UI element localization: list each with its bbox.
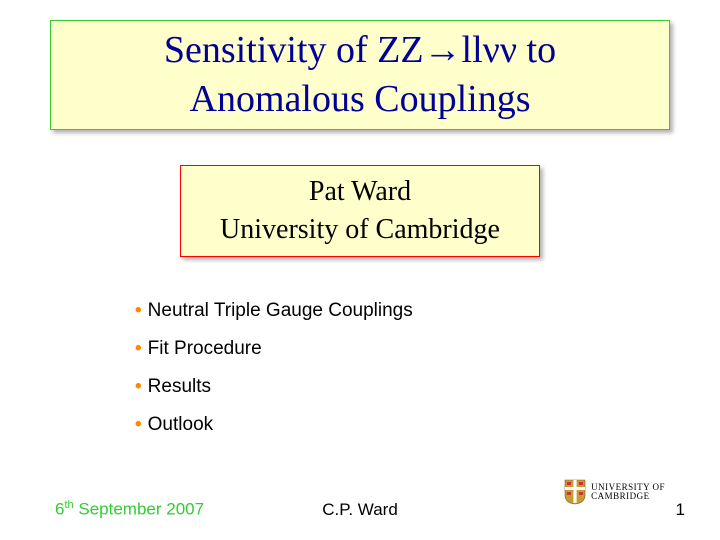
author-affiliation: University of Cambridge (220, 211, 500, 249)
list-item: • Outlook (135, 414, 413, 436)
logo-text: UNIVERSITY OF CAMBRIDGE (591, 483, 665, 502)
page-number: 1 (676, 500, 685, 520)
list-item: • Neutral Triple Gauge Couplings (135, 300, 413, 322)
bullet-text: Outlook (148, 414, 213, 435)
title-text-b: llνν to (462, 29, 557, 71)
bullet-icon: • (135, 338, 142, 359)
title-text-a: Sensitivity of ZZ (164, 29, 424, 71)
university-logo: UNIVERSITY OF CAMBRIDGE (564, 479, 665, 505)
author-box: Pat Ward University of Cambridge (180, 165, 540, 257)
shield-icon (564, 479, 586, 505)
bullet-icon: • (135, 300, 142, 321)
bullet-list: • Neutral Triple Gauge Couplings • Fit Pro… (135, 300, 413, 452)
list-item: • Fit Procedure (135, 338, 413, 360)
logo-line-2: CAMBRIDGE (591, 492, 665, 501)
bullet-text: Results (148, 376, 211, 397)
arrow-icon: → (424, 29, 462, 71)
bullet-icon: • (135, 414, 142, 435)
title-line-2: Anomalous Couplings (190, 76, 531, 124)
title-box: Sensitivity of ZZ→llνν to Anomalous Coup… (50, 20, 670, 130)
bullet-text: Fit Procedure (148, 338, 262, 359)
author-name: Pat Ward (309, 173, 411, 211)
bullet-icon: • (135, 376, 142, 397)
list-item: • Results (135, 376, 413, 398)
bullet-text: Neutral Triple Gauge Couplings (148, 300, 413, 321)
title-line-1: Sensitivity of ZZ→llνν to (164, 27, 556, 75)
